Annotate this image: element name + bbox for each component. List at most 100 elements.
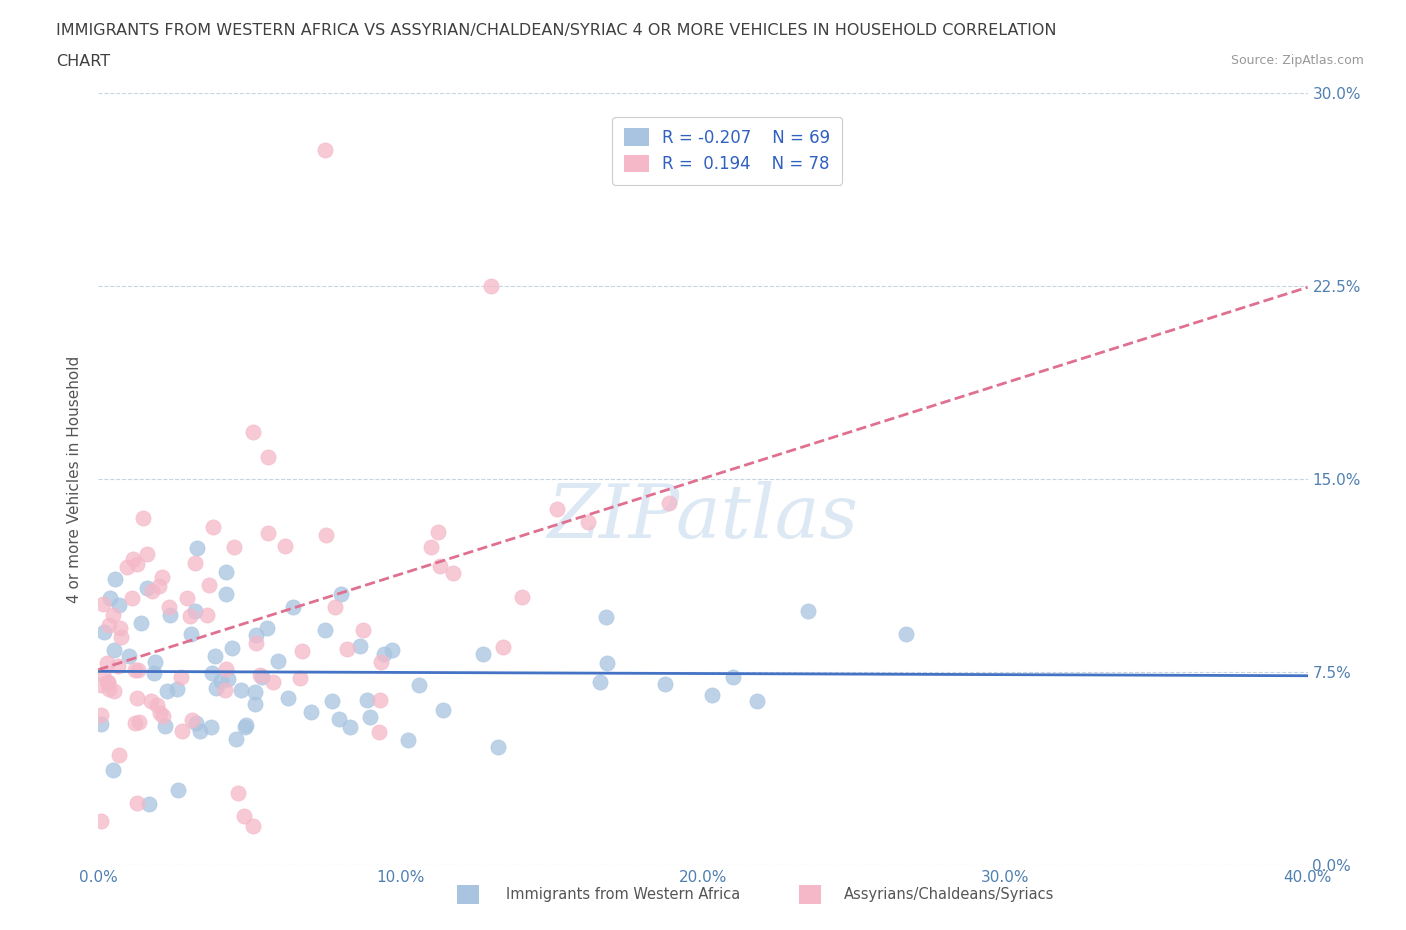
- Point: [186, 540, 208, 555]
- Point: [249, 668, 271, 683]
- Point: [98, 591, 121, 605]
- Point: [124, 662, 146, 677]
- Point: [245, 697, 267, 711]
- Point: [125, 690, 148, 705]
- Point: [176, 591, 198, 605]
- Point: [352, 623, 374, 638]
- Point: [152, 709, 174, 724]
- Point: [97, 682, 120, 697]
- Point: [242, 818, 264, 833]
- Point: [658, 496, 681, 511]
- Point: [129, 616, 152, 631]
- Point: [262, 674, 284, 689]
- Point: [419, 539, 441, 554]
- Point: [349, 638, 371, 653]
- Point: [97, 674, 120, 689]
- Point: [595, 609, 617, 624]
- Point: [373, 646, 395, 661]
- Point: [267, 654, 290, 669]
- Point: [576, 514, 599, 529]
- Point: [256, 525, 278, 540]
- Point: [315, 527, 337, 542]
- Point: [101, 607, 124, 622]
- Point: [256, 620, 278, 635]
- Point: [209, 673, 232, 688]
- Point: [127, 662, 149, 677]
- Point: [143, 655, 166, 670]
- Point: [215, 662, 238, 677]
- Point: [796, 604, 818, 618]
- Point: [115, 560, 138, 575]
- Point: [299, 705, 322, 720]
- Point: [339, 720, 361, 735]
- Point: [368, 693, 391, 708]
- Point: [135, 580, 157, 595]
- Point: [233, 719, 256, 734]
- Point: [90, 814, 112, 829]
- Point: [139, 694, 162, 709]
- Point: [142, 666, 165, 681]
- Point: [221, 641, 243, 656]
- Point: [702, 688, 724, 703]
- Point: [217, 671, 239, 686]
- Point: [103, 643, 125, 658]
- Point: [121, 591, 143, 605]
- Point: [314, 142, 336, 157]
- Point: [314, 622, 336, 637]
- Point: [166, 682, 188, 697]
- Point: [222, 540, 245, 555]
- Point: [96, 656, 118, 671]
- Point: [429, 558, 451, 573]
- Point: [124, 716, 146, 731]
- Point: [321, 694, 343, 709]
- Point: [281, 600, 304, 615]
- Point: [149, 705, 172, 720]
- Point: [186, 715, 208, 730]
- Point: [235, 718, 257, 733]
- Point: [242, 425, 264, 440]
- Point: [370, 655, 392, 670]
- Point: [181, 712, 204, 727]
- Point: [245, 635, 267, 650]
- Text: Source: ZipAtlas.com: Source: ZipAtlas.com: [1230, 54, 1364, 67]
- Point: [98, 618, 121, 633]
- Point: [145, 698, 167, 712]
- Point: [90, 708, 112, 723]
- Point: [510, 590, 533, 604]
- Text: ZIPatlas: ZIPatlas: [547, 482, 859, 553]
- Point: [330, 587, 353, 602]
- Point: [205, 680, 228, 695]
- Point: [131, 511, 153, 525]
- Point: [245, 627, 267, 642]
- Point: [381, 643, 404, 658]
- Point: [288, 671, 311, 685]
- Point: [108, 598, 131, 613]
- Point: [128, 715, 150, 730]
- Point: [654, 677, 676, 692]
- Point: [486, 739, 509, 754]
- Point: [107, 658, 129, 673]
- Point: [328, 711, 350, 726]
- Point: [169, 670, 191, 684]
- Point: [108, 621, 131, 636]
- Point: [157, 599, 180, 614]
- Point: [93, 625, 115, 640]
- Point: [97, 676, 120, 691]
- Point: [122, 551, 145, 566]
- Text: CHART: CHART: [56, 54, 110, 69]
- Point: [356, 693, 378, 708]
- Point: [184, 555, 207, 570]
- Point: [153, 719, 176, 734]
- Point: [214, 683, 236, 698]
- Point: [396, 733, 419, 748]
- Point: [546, 502, 568, 517]
- Point: [359, 710, 381, 724]
- Point: [90, 678, 112, 693]
- Point: [200, 719, 222, 734]
- Point: [291, 644, 314, 659]
- Text: Immigrants from Western Africa: Immigrants from Western Africa: [506, 887, 741, 902]
- Point: [103, 684, 125, 698]
- Point: [201, 519, 224, 534]
- Text: IMMIGRANTS FROM WESTERN AFRICA VS ASSYRIAN/CHALDEAN/SYRIAC 4 OR MORE VEHICLES IN: IMMIGRANTS FROM WESTERN AFRICA VS ASSYRI…: [56, 23, 1057, 38]
- Point: [141, 584, 163, 599]
